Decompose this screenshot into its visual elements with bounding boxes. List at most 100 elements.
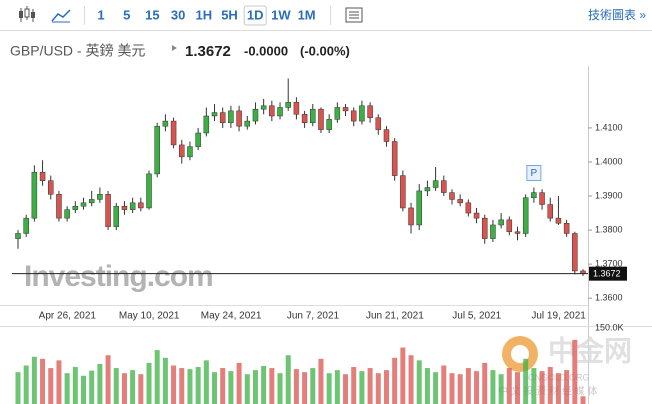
volume-bar bbox=[531, 368, 537, 404]
line-icon[interactable] bbox=[51, 9, 71, 22]
candle-body bbox=[31, 171, 38, 219]
y-tick-label: 1.3900 bbox=[595, 190, 623, 200]
candle-body bbox=[408, 207, 414, 226]
header-change-percent: (-0.00%) bbox=[300, 43, 350, 58]
volume-bar bbox=[367, 368, 373, 404]
volume-bar bbox=[539, 371, 545, 404]
volume-bar bbox=[433, 372, 439, 404]
volume-bar bbox=[252, 370, 258, 404]
watermark: Investing.com bbox=[24, 260, 213, 293]
candle-body bbox=[56, 194, 62, 219]
candle-body bbox=[15, 233, 21, 239]
candle-body bbox=[48, 180, 54, 195]
volume-tick-label: 150.0K bbox=[595, 322, 624, 332]
volume-bar bbox=[416, 360, 422, 404]
candle-body bbox=[154, 125, 160, 175]
volume-bar bbox=[130, 370, 136, 404]
y-tick-label: 1.4000 bbox=[595, 156, 623, 166]
interval-button[interactable]: 1W bbox=[271, 7, 291, 22]
volume-bar bbox=[514, 372, 520, 404]
toolbar bbox=[0, 0, 652, 30]
volume-bar bbox=[277, 373, 283, 404]
interval-button[interactable]: 15 bbox=[145, 7, 159, 22]
interval-button[interactable]: 1D bbox=[247, 7, 264, 22]
volume-bar bbox=[146, 362, 152, 404]
volume-bar bbox=[580, 396, 586, 404]
candle-body bbox=[416, 190, 422, 226]
last-price-box bbox=[589, 266, 627, 281]
candle-body bbox=[531, 192, 537, 198]
volume-bar bbox=[343, 374, 349, 404]
candle-body bbox=[269, 105, 275, 117]
volume-bar bbox=[449, 373, 455, 404]
candle-body bbox=[64, 209, 70, 219]
y-tick-label: 1.3700 bbox=[595, 259, 623, 269]
candle-body bbox=[285, 102, 291, 108]
candle-body bbox=[252, 108, 259, 122]
volume-bar bbox=[48, 368, 54, 404]
volume-bar bbox=[359, 371, 365, 404]
interval-button[interactable]: 30 bbox=[171, 7, 185, 22]
footer-tagline: 中 文 投 资 财 经 媒 体 bbox=[498, 385, 597, 398]
volume-bar bbox=[162, 357, 168, 404]
volume-bar bbox=[154, 350, 160, 404]
volume-bar bbox=[220, 368, 226, 404]
candle-body bbox=[441, 180, 447, 193]
interval-button[interactable]: 1H bbox=[195, 7, 212, 22]
candle-icon[interactable] bbox=[19, 6, 35, 22]
candle-body bbox=[301, 114, 308, 124]
candle-body bbox=[334, 107, 341, 120]
candle-body bbox=[539, 192, 545, 205]
volume-bar bbox=[474, 371, 480, 404]
volume-bar bbox=[375, 373, 381, 404]
candle-body bbox=[350, 110, 357, 122]
chart-type-icon[interactable] bbox=[345, 7, 363, 23]
candle-body bbox=[572, 233, 578, 272]
volume-bar bbox=[261, 366, 267, 404]
x-tick-label: Jul 19, 2021 bbox=[531, 311, 586, 322]
candle-body bbox=[514, 231, 521, 234]
volume-bar bbox=[400, 347, 406, 404]
candle-body bbox=[236, 110, 242, 127]
y-tick-label: 1.4100 bbox=[595, 122, 623, 132]
candle-body bbox=[481, 217, 488, 239]
technical-chart-link[interactable]: 技術圖表 » bbox=[588, 8, 646, 22]
candle-body bbox=[326, 119, 332, 130]
last-price-label: 1.3672 bbox=[593, 269, 621, 279]
candle-body bbox=[121, 205, 128, 210]
volume-bar bbox=[302, 372, 308, 404]
x-tick-label: Jun 21, 2021 bbox=[366, 311, 424, 322]
interval-button[interactable]: 5H bbox=[221, 7, 238, 22]
candle-body bbox=[277, 107, 283, 117]
candle-body bbox=[457, 199, 463, 204]
candle-body bbox=[162, 120, 169, 127]
volume-bar bbox=[187, 369, 193, 404]
candle-body bbox=[555, 217, 562, 224]
event-marker-box bbox=[526, 165, 542, 181]
candle-body bbox=[129, 202, 136, 210]
volume-bar bbox=[15, 372, 21, 404]
candle-body bbox=[473, 212, 480, 219]
volume-bar bbox=[441, 365, 447, 404]
volume-bar bbox=[40, 358, 46, 404]
x-tick-label: Jun 7, 2021 bbox=[287, 311, 340, 322]
candle-body bbox=[432, 180, 439, 188]
candle-body bbox=[105, 194, 111, 227]
x-tick-label: May 24, 2021 bbox=[201, 311, 262, 322]
interval-button[interactable]: 1 bbox=[97, 7, 104, 22]
candle-body bbox=[310, 108, 316, 124]
volume-bar bbox=[72, 367, 78, 404]
volume-bar bbox=[212, 372, 218, 404]
interval-button[interactable]: 1M bbox=[298, 7, 316, 22]
volume-bar bbox=[293, 369, 299, 404]
volume-bar bbox=[498, 374, 504, 404]
candle-body bbox=[138, 202, 144, 209]
candle-body bbox=[293, 102, 300, 115]
interval-button[interactable]: 5 bbox=[123, 7, 130, 22]
candle-body bbox=[400, 175, 406, 209]
candle-body bbox=[179, 144, 185, 158]
volume-bar bbox=[457, 374, 463, 404]
candle-body bbox=[465, 202, 472, 214]
volume-bar bbox=[64, 373, 70, 404]
